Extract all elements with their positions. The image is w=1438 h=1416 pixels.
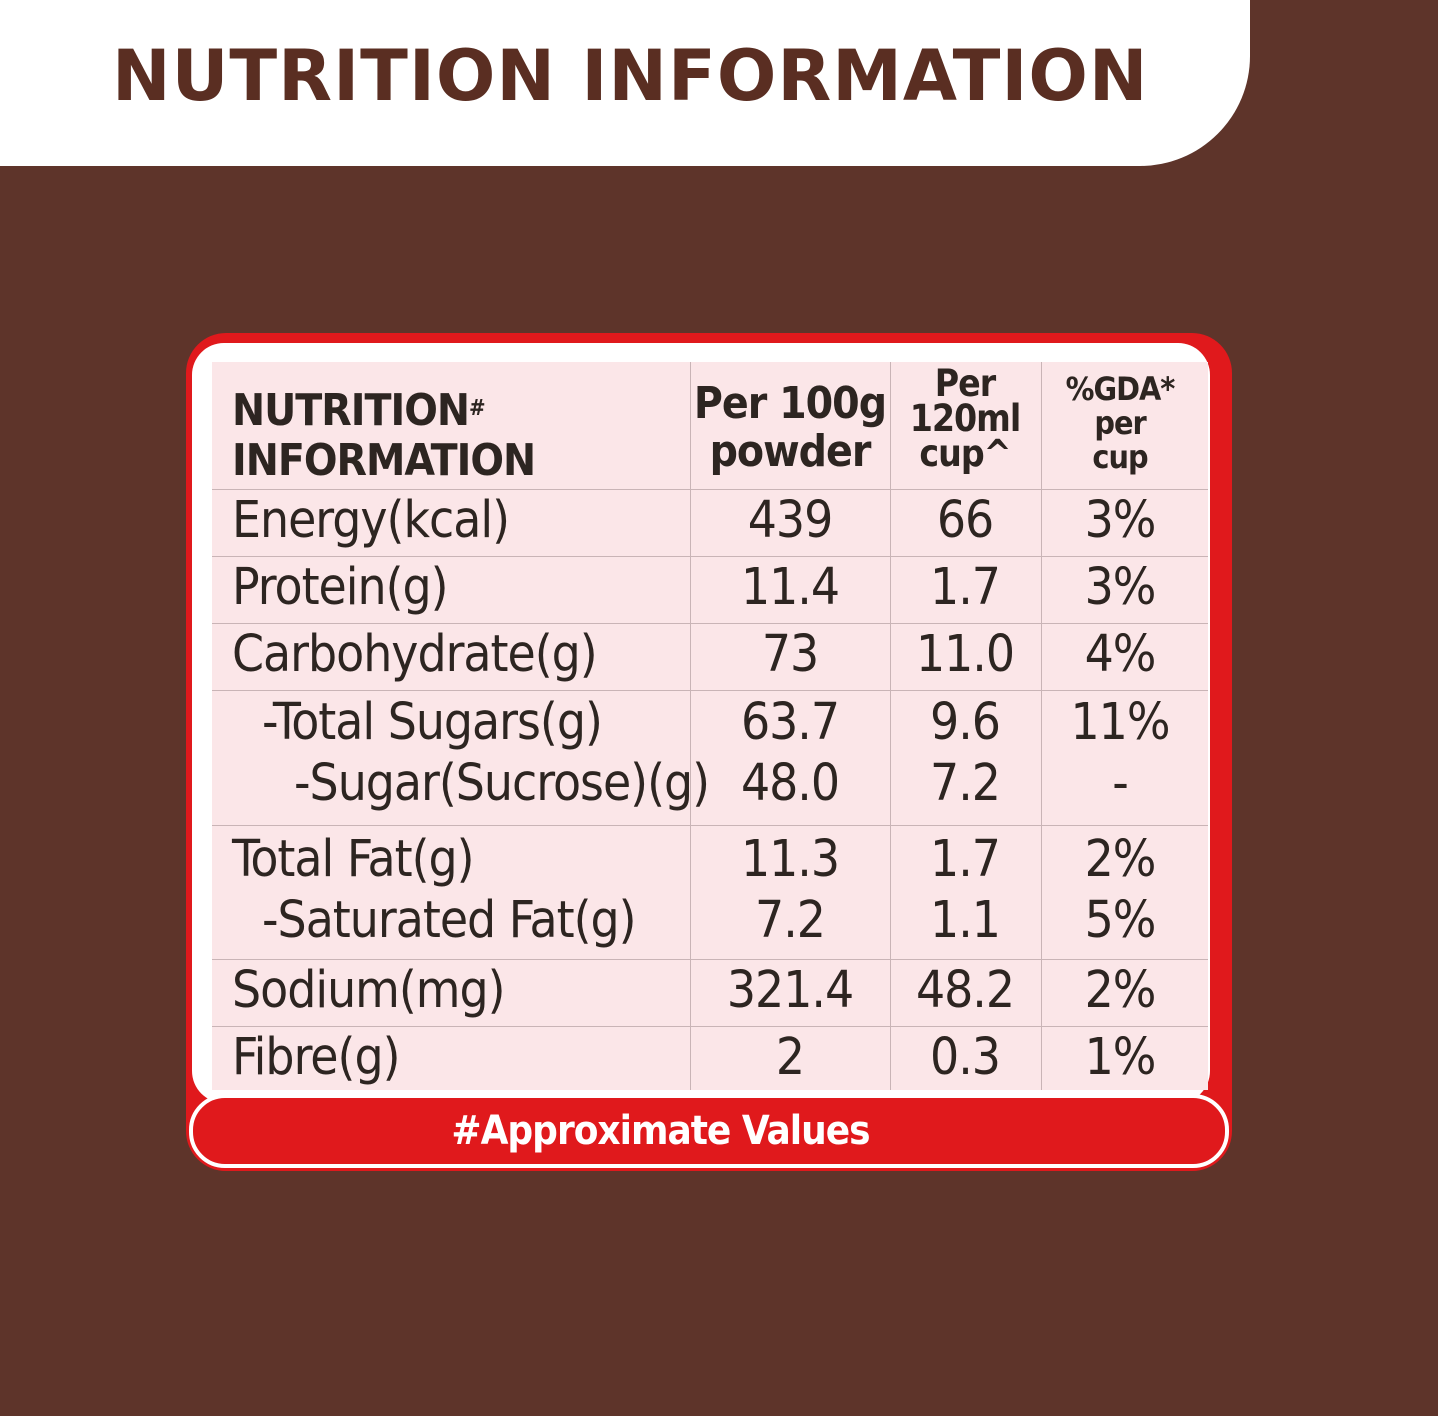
header-nutrition-line1: NUTRITION xyxy=(232,385,470,436)
row-energy-label: Energy(kcal) xyxy=(232,491,510,550)
row-sucrose-per120ml: 7.2 xyxy=(930,754,1001,813)
header-gda-line3: cup xyxy=(1092,438,1148,476)
header-per120-line3: cup^ xyxy=(919,432,1011,475)
column-divider xyxy=(690,362,691,1090)
column-divider xyxy=(1041,362,1042,1090)
row-fibre-label: Fibre(g) xyxy=(232,1028,400,1087)
row-fibre-per120ml: 0.3 xyxy=(930,1028,1001,1087)
row-carbohydrate-per100g: 73 xyxy=(761,625,819,684)
row-total-sugars-per100g: 63.7 xyxy=(740,693,840,752)
row-energy-gda: 3% xyxy=(1084,491,1157,550)
approximate-values-note: #Approximate Values xyxy=(451,1108,870,1154)
header-gda-line1: %GDA* xyxy=(1065,370,1176,408)
header-hash-mark: # xyxy=(468,396,486,421)
header-per120-line2: 120ml xyxy=(909,397,1022,440)
title-banner: NUTRITION INFORMATION xyxy=(0,0,1250,166)
row-carbohydrate-per120ml: 11.0 xyxy=(915,625,1015,684)
row-total-fat-label: Total Fat(g) xyxy=(232,830,475,889)
row-sodium-label: Sodium(mg) xyxy=(232,961,506,1020)
row-energy-per120ml: 66 xyxy=(936,491,994,550)
row-divider xyxy=(212,690,1208,691)
row-divider xyxy=(212,489,1208,490)
header-per100-line2: powder xyxy=(709,426,872,477)
row-protein-per120ml: 1.7 xyxy=(930,558,1001,617)
page-title: NUTRITION INFORMATION xyxy=(112,35,1149,117)
row-energy-per100g: 439 xyxy=(747,491,834,550)
row-protein-label: Protein(g) xyxy=(232,558,449,617)
row-fibre-per100g: 2 xyxy=(775,1028,805,1087)
row-divider xyxy=(212,623,1208,624)
row-saturated-fat-per100g: 7.2 xyxy=(755,891,826,950)
row-divider xyxy=(212,556,1208,557)
row-sodium-per100g: 321.4 xyxy=(726,961,854,1020)
header-per120-line1: Per xyxy=(934,362,996,405)
row-total-fat-per100g: 11.3 xyxy=(740,830,840,889)
row-saturated-fat-gda: 5% xyxy=(1084,891,1157,950)
row-protein-per100g: 11.4 xyxy=(740,558,840,617)
row-total-sugars-gda: 11% xyxy=(1070,693,1171,752)
row-total-sugars-label: -Total Sugars(g) xyxy=(262,693,603,752)
row-sucrose-label: -Sugar(Sucrose)(g) xyxy=(294,754,710,813)
row-saturated-fat-label: -Saturated Fat(g) xyxy=(262,891,637,950)
nutrition-table: NUTRITION# INFORMATION Per 100g powder P… xyxy=(212,362,1208,1090)
column-divider xyxy=(890,362,891,1090)
header-gda-line2: per xyxy=(1094,404,1146,442)
footer-band: #Approximate Values xyxy=(189,1094,1229,1168)
row-total-fat-per120ml: 1.7 xyxy=(930,830,1001,889)
row-protein-gda: 3% xyxy=(1084,558,1157,617)
row-sodium-per120ml: 48.2 xyxy=(915,961,1015,1020)
row-sucrose-per100g: 48.0 xyxy=(740,754,840,813)
header-per100-line1: Per 100g xyxy=(693,378,887,429)
row-divider xyxy=(212,825,1208,826)
row-saturated-fat-per120ml: 1.1 xyxy=(930,891,1001,950)
row-total-sugars-per120ml: 9.6 xyxy=(930,693,1001,752)
header-per-120ml: Per 120ml cup^ xyxy=(892,365,1038,472)
row-fibre-gda: 1% xyxy=(1084,1028,1157,1087)
header-gda: %GDA* per cup xyxy=(1042,372,1198,474)
header-per-100g: Per 100g powder xyxy=(692,380,888,476)
row-sucrose-gda: - xyxy=(1112,754,1129,813)
row-carbohydrate-gda: 4% xyxy=(1084,625,1157,684)
header-nutrition-information: NUTRITION# INFORMATION xyxy=(232,385,536,486)
header-nutrition-line2: INFORMATION xyxy=(232,435,536,486)
row-sodium-gda: 2% xyxy=(1084,961,1157,1020)
row-divider xyxy=(212,959,1208,960)
row-carbohydrate-label: Carbohydrate(g) xyxy=(232,625,598,684)
row-divider xyxy=(212,1026,1208,1027)
row-total-fat-gda: 2% xyxy=(1084,830,1157,889)
